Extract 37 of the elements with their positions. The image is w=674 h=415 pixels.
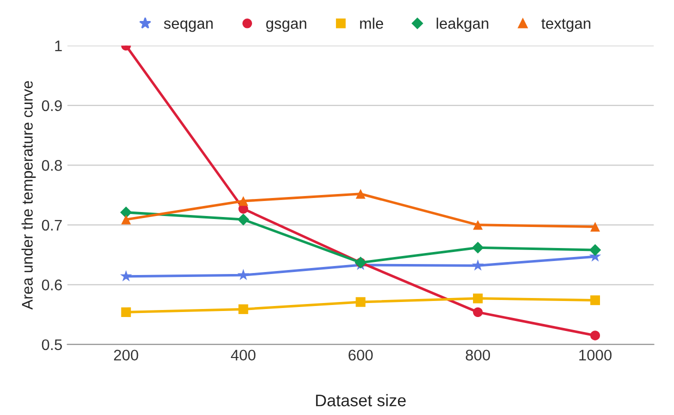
point: [237, 268, 250, 280]
y-tick-label: 0.7: [42, 220, 62, 231]
y-tick-label: 0.5: [42, 339, 62, 350]
point: [120, 206, 132, 218]
legend-label: leakgan: [436, 18, 488, 32]
point: [120, 270, 132, 282]
point: [121, 307, 131, 318]
point: [473, 307, 483, 318]
point: [237, 214, 250, 226]
x-tick-label: 1000: [579, 350, 612, 361]
point: [472, 259, 484, 271]
point: [472, 242, 484, 254]
point: [356, 188, 366, 199]
x-tick-label: 800: [466, 350, 490, 361]
y-tick-label: 1: [55, 40, 62, 52]
point: [473, 220, 483, 230]
legend-label: mle: [360, 18, 384, 29]
y-tick-label: 0.8: [42, 160, 62, 171]
legend-label: gsgan: [266, 20, 306, 32]
point: [238, 304, 248, 314]
legend-label: seqgan: [164, 20, 213, 32]
y-axis-title: Area under the temperature curve: [22, 81, 36, 310]
point: [238, 196, 248, 206]
y-tick-label: 0.6: [42, 280, 62, 290]
point: [590, 222, 600, 232]
x-tick-label: 200: [114, 350, 138, 361]
point: [590, 330, 600, 340]
x-axis-title: Dataset size: [316, 394, 406, 406]
point: [356, 297, 366, 307]
y-tick-label: 0.9: [42, 100, 62, 112]
point: [590, 295, 600, 306]
x-tick-label: 400: [230, 350, 256, 361]
legend-label: textgan: [541, 18, 590, 32]
point: [473, 294, 483, 304]
x-tick-label: 600: [348, 350, 373, 361]
point: [589, 244, 602, 256]
point: [121, 214, 131, 224]
